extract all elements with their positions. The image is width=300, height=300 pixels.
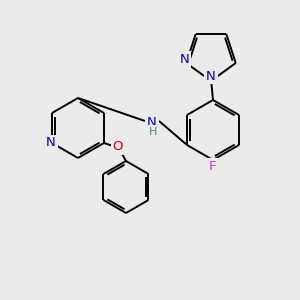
Text: F: F bbox=[209, 160, 217, 172]
Text: N: N bbox=[206, 70, 216, 83]
Text: O: O bbox=[113, 140, 123, 154]
Text: H: H bbox=[149, 127, 157, 137]
Text: N: N bbox=[46, 136, 56, 149]
Text: N: N bbox=[179, 52, 189, 65]
Text: N: N bbox=[147, 116, 157, 128]
